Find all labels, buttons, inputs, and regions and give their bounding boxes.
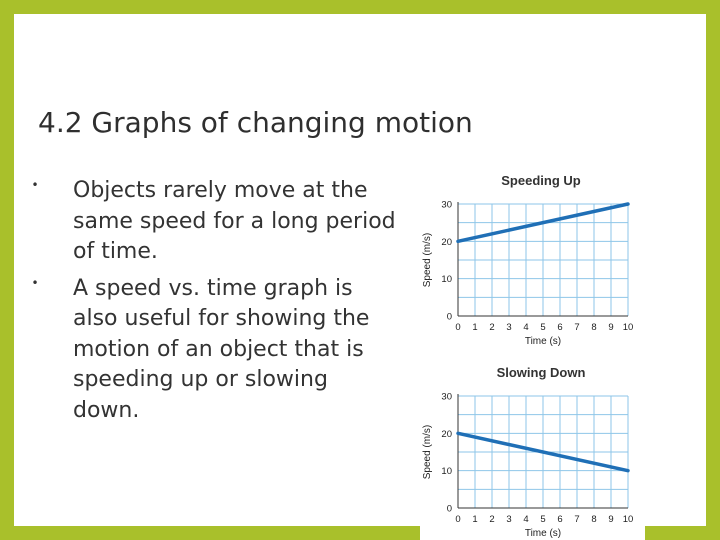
x-tick-label: 8 <box>591 322 596 333</box>
series-line <box>456 431 630 473</box>
x-tick-label: 1 <box>472 322 477 333</box>
bullet-text: Objects rarely move at the same speed fo… <box>73 178 396 264</box>
bullet-dot: • <box>31 178 39 192</box>
slowing-down-chart: Slowing Down 0 1 2 3 4 5 6 7 8 9 10 0 10 20 30 Time (s) S… <box>420 358 645 540</box>
x-tick-label: 7 <box>574 514 579 525</box>
x-tick-label: 5 <box>540 514 545 525</box>
bullet-item: • Objects rarely move at the same speed … <box>28 176 400 268</box>
slide-title: 4.2 Graphs of changing motion <box>38 106 473 139</box>
bullet-list: • Objects rarely move at the same speed … <box>28 176 400 432</box>
y-tick-label: 30 <box>441 200 452 211</box>
y-tick-label: 10 <box>441 466 452 477</box>
y-axis-label: Speed (m/s) <box>422 425 433 479</box>
bullet-dot: • <box>31 275 39 290</box>
bullet-text: A speed vs. time graph is also useful fo… <box>73 275 370 423</box>
x-tick-label: 2 <box>489 514 494 525</box>
x-tick-label: 10 <box>623 514 634 525</box>
x-axis-label: Time (s) <box>525 528 561 539</box>
chart-title: Speeding Up <box>501 173 581 188</box>
y-tick-label: 20 <box>441 429 452 440</box>
x-tick-label: 9 <box>608 514 613 525</box>
x-tick-label: 10 <box>623 322 634 333</box>
x-tick-label: 3 <box>506 322 511 333</box>
x-tick-label: 6 <box>557 514 562 525</box>
x-tick-label: 3 <box>506 514 511 525</box>
x-tick-label: 4 <box>523 322 528 333</box>
x-axis-label: Time (s) <box>525 336 561 347</box>
x-tick-label: 0 <box>455 514 460 525</box>
x-tick-label: 5 <box>540 322 545 333</box>
y-axis-label: Speed (m/s) <box>422 233 433 287</box>
series-line <box>456 202 630 244</box>
x-tick-label: 7 <box>574 322 579 333</box>
x-tick-label: 2 <box>489 322 494 333</box>
y-tick-label: 20 <box>441 237 452 248</box>
x-tick-label: 4 <box>523 514 528 525</box>
bullet-item: • A speed vs. time graph is also useful … <box>28 274 400 427</box>
x-tick-label: 9 <box>608 322 613 333</box>
x-tick-label: 0 <box>455 322 460 333</box>
y-tick-label: 10 <box>441 274 452 285</box>
x-tick-label: 8 <box>591 514 596 525</box>
x-tick-label: 6 <box>557 322 562 333</box>
y-tick-label: 30 <box>441 392 452 403</box>
speeding-up-chart: Speeding Up 0 1 2 3 4 5 6 7 8 9 10 0 10 20 30 Time (s) Sp… <box>420 166 645 352</box>
y-tick-label: 0 <box>447 504 452 515</box>
chart-title: Slowing Down <box>497 365 586 380</box>
x-tick-label: 1 <box>472 514 477 525</box>
y-tick-label: 0 <box>447 312 452 323</box>
